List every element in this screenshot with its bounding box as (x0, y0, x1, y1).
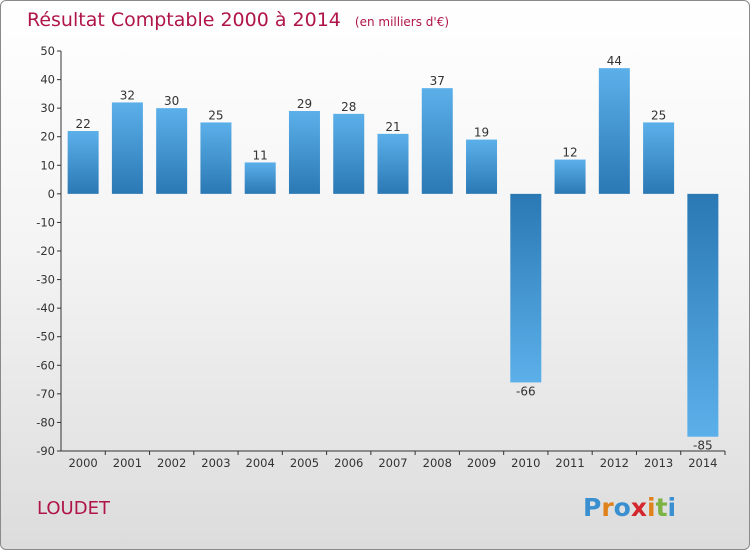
bar-2007 (377, 133, 409, 194)
data-label-2007: 21 (385, 120, 400, 134)
y-tick-label: 20 (40, 130, 55, 144)
y-tick-label: -40 (36, 301, 55, 315)
bar-2008 (421, 88, 453, 194)
commune-name: LOUDET (37, 498, 111, 519)
x-tick-label: 2011 (555, 456, 584, 470)
logo-letter: t (656, 493, 668, 522)
data-label-2002: 30 (164, 94, 179, 108)
data-label-2010: -66 (516, 384, 536, 398)
bar-2012 (598, 68, 630, 194)
bar-2011 (554, 159, 586, 194)
y-tick-label: -70 (36, 387, 55, 401)
bar-2000 (67, 131, 99, 194)
data-label-2008: 37 (430, 74, 445, 88)
logo-letter: P (583, 493, 601, 522)
data-label-2009: 19 (474, 126, 489, 140)
bar-2002 (156, 108, 188, 194)
bar-2006 (333, 113, 365, 194)
axes (57, 50, 726, 455)
data-label-2005: 29 (297, 97, 312, 111)
y-tick-label: 50 (40, 44, 55, 58)
bar-2014 (687, 193, 719, 437)
y-tick-labels: 50 40 30 20 10 0 -10 -20 -30 -40 -50 -60 -70 -80 -90 (36, 44, 55, 458)
y-tick-label: 40 (40, 73, 55, 87)
data-label-2003: 25 (208, 108, 223, 122)
y-tick-label: -90 (36, 444, 55, 458)
x-tick-label: 2014 (688, 456, 717, 470)
bar-2001 (111, 102, 143, 194)
x-tick-label: 2008 (423, 456, 452, 470)
y-tick-label: -60 (36, 358, 55, 372)
y-tick-label: -50 (36, 330, 55, 344)
x-tick-labels: 2000 2001 2002 2003 2004 2005 2006 2007 2008 2009… (68, 456, 717, 470)
y-tick-label: -30 (36, 273, 55, 287)
data-label-2011: 12 (562, 146, 577, 160)
bar-2005 (288, 111, 320, 194)
y-tick-label: 10 (40, 158, 55, 172)
x-tick-label: 2013 (644, 456, 673, 470)
data-label-2000: 22 (75, 117, 90, 131)
data-labels: 22 32 30 25 11 29 28 21 37 19 -66 12 44 25 -85 (75, 54, 712, 453)
proxiti-logo: Proxiti (583, 493, 676, 522)
y-tick-label: -20 (36, 244, 55, 258)
x-tick-label: 2001 (113, 456, 142, 470)
data-label-2001: 32 (120, 88, 135, 102)
logo-letter: o (614, 493, 631, 522)
bars (67, 68, 719, 437)
x-tick-label: 2012 (600, 456, 629, 470)
logo-letter: i (668, 493, 677, 522)
x-tick-label: 2003 (201, 456, 230, 470)
x-tick-label: 2000 (68, 456, 97, 470)
bar-2004 (244, 162, 276, 194)
x-tick-label: 2007 (378, 456, 407, 470)
x-tick-label: 2005 (290, 456, 319, 470)
y-tick-label: -80 (36, 415, 55, 429)
data-label-2006: 28 (341, 100, 356, 114)
bar-2003 (200, 122, 232, 194)
logo-letter: i (647, 493, 656, 522)
bar-2009 (466, 139, 498, 194)
y-tick-label: 0 (48, 187, 55, 201)
bar-2010 (510, 193, 542, 383)
bar-2013 (643, 122, 675, 194)
chart-title: Résultat Comptable 2000 à 2014 (27, 9, 341, 31)
x-tick-label: 2010 (511, 456, 540, 470)
x-tick-label: 2009 (467, 456, 496, 470)
x-tick-label: 2002 (157, 456, 186, 470)
y-tick-label: 30 (40, 101, 55, 115)
y-tick-label: -10 (36, 215, 55, 229)
data-label-2004: 11 (253, 148, 268, 162)
data-label-2013: 25 (651, 108, 666, 122)
chart-title-group: Résultat Comptable 2000 à 2014 (en milli… (27, 9, 449, 31)
x-tick-label: 2006 (334, 456, 363, 470)
data-label-2012: 44 (607, 54, 622, 68)
chart-subtitle: (en milliers d'€) (355, 15, 449, 29)
data-label-2014: -85 (693, 439, 713, 453)
x-tick-label: 2004 (246, 456, 275, 470)
logo-letter: x (631, 493, 647, 522)
logo-letter: r (601, 493, 614, 522)
